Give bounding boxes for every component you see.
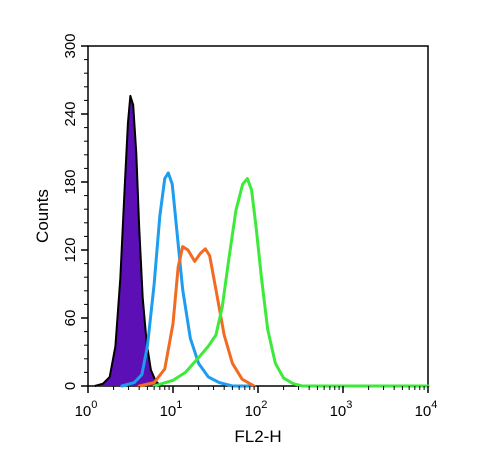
series-0-outline (94, 94, 162, 387)
y-tick-label: 240 (62, 101, 79, 126)
x-axis: 100 101 102 103 104 (75, 386, 438, 420)
y-axis-title: Counts (33, 189, 52, 243)
y-tick-label: 180 (62, 169, 79, 194)
x-axis-title: FL2-H (234, 427, 281, 446)
x-tick-label: 102 (245, 399, 268, 420)
x-tick-label: 101 (160, 399, 183, 420)
x-tick-label: 103 (330, 399, 353, 420)
series-layer (94, 94, 430, 388)
y-tick-label: 120 (62, 237, 79, 262)
series-1-line (120, 171, 252, 388)
y-tick-label: 60 (62, 310, 79, 327)
y-tick-label: 300 (62, 33, 79, 58)
y-tick-label: 0 (62, 382, 79, 390)
series-0-fill (94, 95, 161, 387)
series-2-line (137, 245, 256, 388)
series-3-line (152, 177, 430, 388)
x-tick-label: 104 (415, 399, 438, 420)
x-tick-label: 100 (75, 399, 98, 420)
y-axis: 0 60 120 180 240 300 (62, 33, 88, 390)
